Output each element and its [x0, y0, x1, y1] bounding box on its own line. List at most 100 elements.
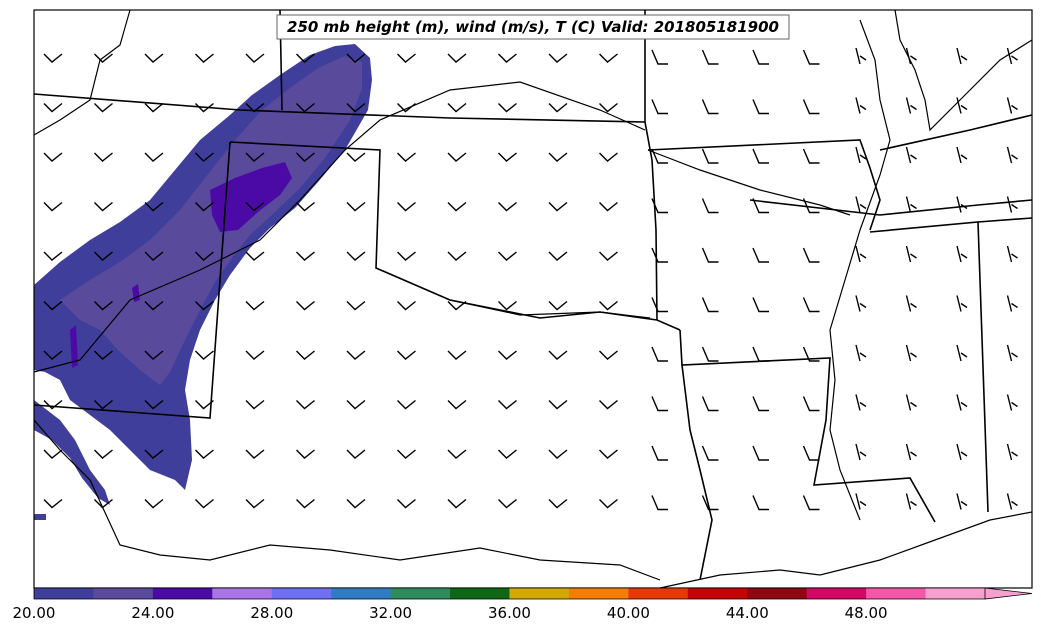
wind-barb: [905, 295, 917, 312]
colorbar-bin: [628, 588, 689, 599]
wind-barb: [397, 152, 416, 162]
wind-barb: [144, 152, 164, 162]
wind-barb: [346, 152, 366, 162]
wind-barb: [195, 102, 214, 113]
wind-barb: [94, 152, 113, 162]
wind-barb: [447, 251, 467, 261]
wind-barb: [144, 201, 164, 212]
wind-barb: [195, 251, 214, 261]
wind-barb: [195, 300, 214, 311]
colorbar-tick-label: 32.00: [369, 604, 412, 622]
wind-barb: [195, 449, 214, 459]
wind-barb: [43, 152, 63, 162]
wind-barb: [599, 201, 618, 212]
wind-barb: [548, 300, 568, 311]
wind-barb: [397, 498, 416, 509]
wind-barb: [346, 251, 366, 261]
wind-barb: [346, 399, 366, 410]
wind-barb: [1006, 97, 1018, 114]
wind-barb: [498, 102, 517, 113]
wind-barb: [855, 493, 867, 510]
wind-barb: [956, 493, 968, 510]
wind-barb: [397, 350, 416, 360]
wind-barb: [599, 399, 618, 410]
wind-barb: [599, 251, 618, 261]
wind-barb: [144, 251, 164, 261]
state-boundaries: [33, 9, 1033, 589]
wind-barb: [701, 346, 719, 362]
wind-barb: [701, 247, 719, 263]
wind-barb: [498, 251, 517, 261]
wind-barb: [447, 152, 467, 162]
wind-barb: [1006, 394, 1018, 411]
boundary-al-ga: [977, 217, 1033, 223]
boundary-tn: [749, 199, 1033, 216]
wind-barb: [752, 445, 769, 461]
shade-spot: [34, 514, 46, 520]
wind-barb: [296, 498, 315, 509]
wind-barb: [94, 498, 113, 509]
colorbar-bin: [747, 588, 808, 599]
wind-barb: [397, 300, 416, 311]
wind-barb: [956, 245, 968, 263]
wind-barb: [956, 394, 968, 411]
colorbar-tick-label: 36.00: [488, 604, 531, 622]
wind-barb: [752, 495, 769, 511]
wind-barb: [802, 198, 820, 214]
wind-barb: [905, 443, 917, 461]
wind-barb: [651, 297, 668, 313]
colorbar-bin: [925, 588, 986, 599]
wind-barb: [956, 443, 968, 461]
wind-barb: [802, 49, 820, 65]
wind-barb: [296, 449, 315, 459]
wind-barb: [548, 152, 568, 162]
wind-barb: [956, 47, 968, 65]
wind-barb: [397, 399, 416, 410]
wind-barb: [144, 102, 164, 113]
colorbar-tick-label: 24.00: [131, 604, 174, 622]
wind-barb: [397, 53, 416, 63]
wind-barb: [397, 201, 416, 212]
wind-barb: [752, 346, 769, 362]
wind-barb: [548, 350, 568, 360]
wind-barb: [701, 198, 719, 214]
wind-barb: [802, 247, 820, 263]
wind-barb: [346, 498, 366, 509]
wind-barb: [447, 449, 467, 459]
wind-barb: [296, 53, 315, 63]
wind-barb: [43, 350, 63, 360]
wind-barb: [195, 350, 214, 360]
wind-barb: [651, 495, 668, 511]
wind-barb: [905, 344, 917, 362]
wind-barb: [1006, 295, 1018, 312]
colorbar-bin: [152, 588, 213, 599]
wind-barb: [43, 102, 63, 113]
wind-barb: [94, 201, 113, 212]
wind-barb: [752, 198, 769, 214]
wind-barb: [651, 49, 668, 65]
wind-barb: [701, 148, 719, 164]
wind-barb: [498, 449, 517, 459]
wind-barb: [599, 102, 618, 113]
wind-barb: [245, 300, 265, 311]
colorbar-tick-label: 44.00: [726, 604, 769, 622]
wind-barb: [397, 449, 416, 459]
temperature-shading: [34, 44, 372, 520]
boundary-tx-la: [681, 364, 713, 581]
boundary-ky: [879, 114, 1033, 151]
wind-barb: [43, 251, 63, 261]
wind-barb: [701, 49, 719, 65]
wind-barb: [701, 445, 719, 461]
wind-barb: [447, 300, 467, 311]
wind-barb: [195, 53, 214, 63]
boundary-ar: [647, 139, 881, 231]
river-red: [375, 267, 651, 319]
wind-barb: [144, 498, 164, 509]
wind-barb: [43, 201, 63, 212]
wind-barb: [855, 196, 867, 213]
boundary-nm-tx: [33, 141, 231, 419]
wind-barb: [296, 300, 315, 311]
wind-barb: [802, 297, 820, 313]
wind-barb: [498, 498, 517, 509]
river-mississippi: [829, 19, 891, 521]
